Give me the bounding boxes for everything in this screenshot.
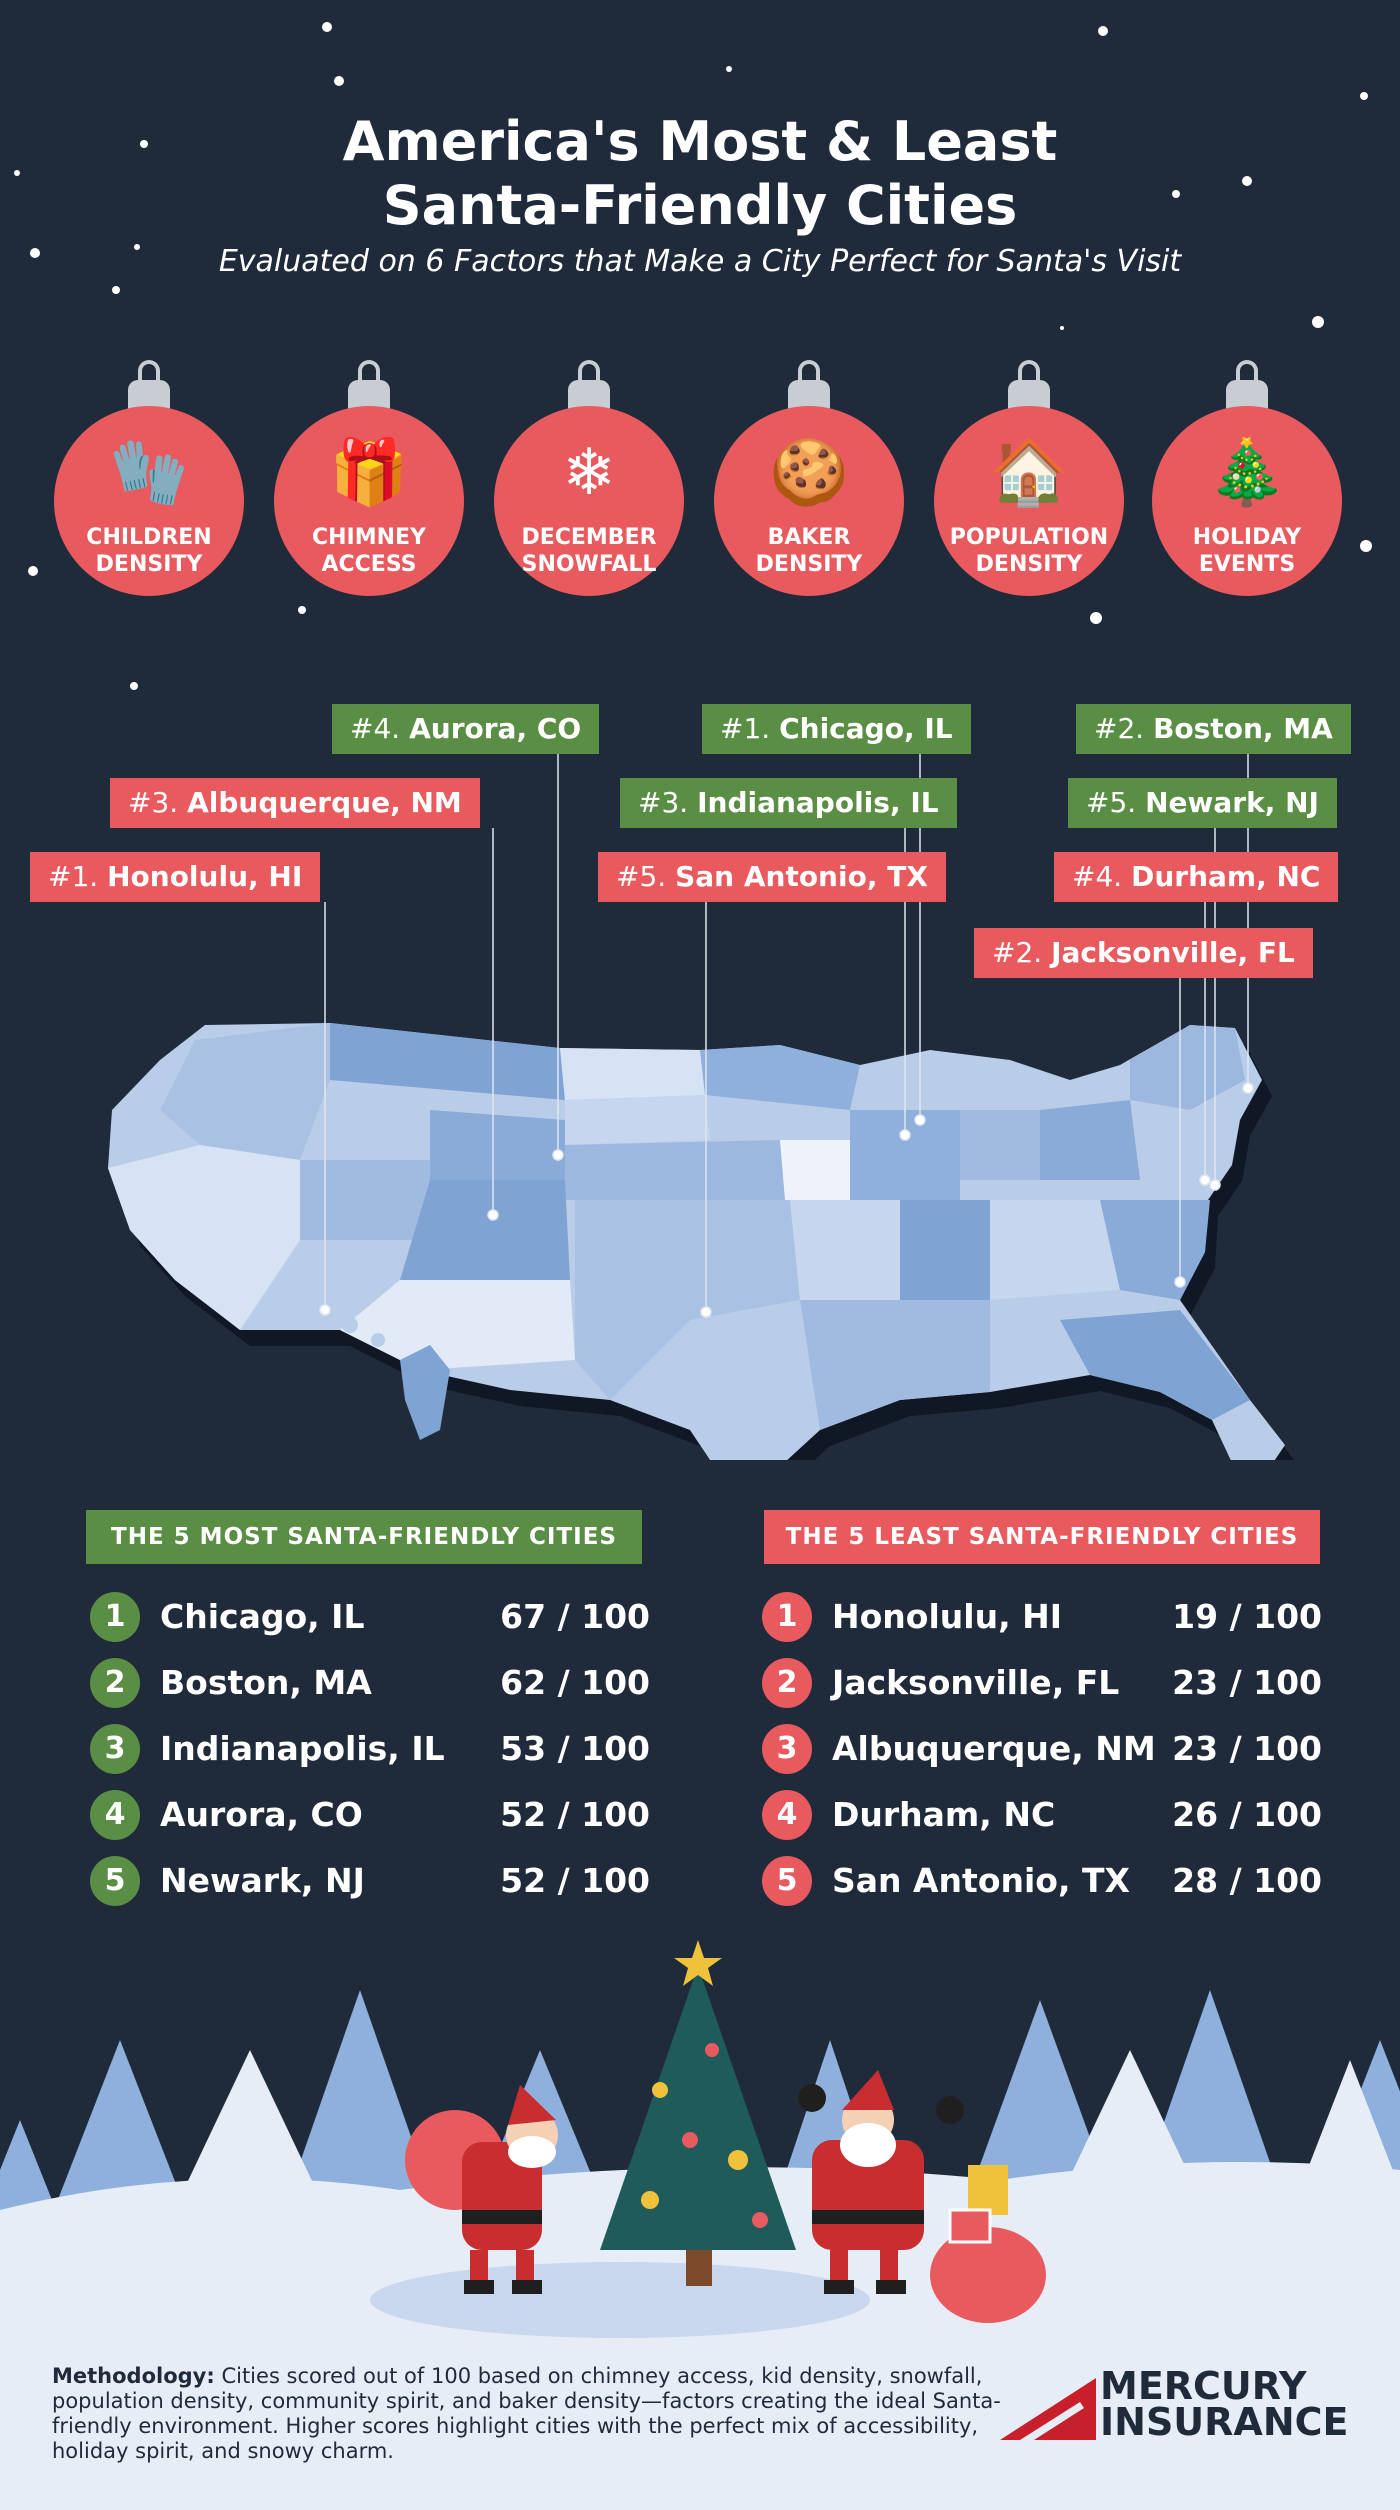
list-item: 4 Aurora, CO 52 / 100	[90, 1786, 650, 1842]
city-name: Newark, NJ	[160, 1861, 365, 1900]
snowflake-icon: ❄	[562, 436, 616, 510]
methodology-label: Methodology:	[52, 2364, 215, 2388]
list-item: 2 Jacksonville, FL 23 / 100	[762, 1654, 1322, 1710]
rank-number: 5	[90, 1856, 140, 1906]
map-tag-newark: #5. Newark, NJ	[1068, 778, 1337, 828]
map-tag-honolulu: #1. Honolulu, HI	[30, 852, 321, 902]
page-title: America's Most & Least Santa-Friendly Ci…	[0, 110, 1400, 238]
city-name: Durham, NC	[832, 1795, 1056, 1834]
map-tag-san-antonio: #5. San Antonio, TX	[598, 852, 946, 902]
us-map	[108, 1023, 1295, 1460]
map-tag-aurora: #4. Aurora, CO	[332, 704, 600, 754]
city-score: 62 / 100	[500, 1663, 650, 1702]
rank-number: 2	[762, 1658, 812, 1708]
city-name: San Antonio, TX	[832, 1861, 1130, 1900]
factor-label: DECEMBER SNOWFALL	[521, 525, 657, 577]
rank-number: 4	[90, 1790, 140, 1840]
list-item: 1 Honolulu, HI 19 / 100	[762, 1588, 1322, 1644]
rank-number: 5	[762, 1856, 812, 1906]
map-tag-indianapolis: #3. Indianapolis, IL	[620, 778, 957, 828]
rank-number: 1	[90, 1592, 140, 1642]
houses-icon: 🏠	[989, 436, 1069, 510]
list-item: 1 Chicago, IL 67 / 100	[90, 1588, 650, 1644]
city-name: Jacksonville, FL	[832, 1663, 1120, 1702]
christmas-tree-icon: 🎄	[1207, 436, 1287, 510]
most-friendly-heading: THE 5 MOST SANTA-FRIENDLY CITIES	[86, 1510, 642, 1564]
list-item: 4 Durham, NC 26 / 100	[762, 1786, 1322, 1842]
factor-december-snowfall: ❄ DECEMBER SNOWFALL	[494, 358, 684, 596]
methodology-note: Methodology: Cities scored out of 100 ba…	[52, 2364, 1012, 2464]
map-tag-albuquerque: #3. Albuquerque, NM	[110, 778, 480, 828]
rank-number: 1	[762, 1592, 812, 1642]
city-name: Honolulu, HI	[832, 1597, 1062, 1636]
factor-holiday-events: 🎄 HOLIDAY EVENTS	[1152, 358, 1342, 596]
factor-label: POPULATION DENSITY	[949, 525, 1109, 577]
city-name: Indianapolis, IL	[160, 1729, 445, 1768]
map-tag-boston: #2. Boston, MA	[1076, 704, 1351, 754]
brand-name: MERCURY INSURANCE	[1100, 2364, 1349, 2444]
mercury-wing-icon	[1000, 2378, 1096, 2440]
factor-baker-density: 🍪 BAKER DENSITY	[714, 358, 904, 596]
gift-icon: 🎁	[329, 436, 409, 510]
city-score: 19 / 100	[1172, 1597, 1322, 1636]
title-line-2: Santa-Friendly Cities	[382, 174, 1018, 237]
city-score: 67 / 100	[500, 1597, 650, 1636]
rank-number: 3	[762, 1724, 812, 1774]
winter-scene-illustration	[0, 1940, 1400, 2510]
list-item: 3 Indianapolis, IL 53 / 100	[90, 1720, 650, 1776]
map-tag-jacksonville: #2. Jacksonville, FL	[974, 928, 1313, 978]
city-name: Aurora, CO	[160, 1795, 363, 1834]
map-leader-lines	[319, 754, 1254, 1318]
least-friendly-heading: THE 5 LEAST SANTA-FRIENDLY CITIES	[764, 1510, 1320, 1564]
rank-number: 3	[90, 1724, 140, 1774]
city-name: Boston, MA	[160, 1663, 372, 1702]
title-line-1: America's Most & Least	[342, 110, 1058, 173]
city-score: 28 / 100	[1172, 1861, 1322, 1900]
gingerbread-icon: 🍪	[769, 436, 849, 510]
methodology-text: Cities scored out of 100 based on chimne…	[52, 2364, 1001, 2463]
factor-label: CHIMNEY ACCESS	[311, 525, 426, 577]
list-item: 3 Albuquerque, NM 23 / 100	[762, 1720, 1322, 1776]
factor-label: BAKER DENSITY	[755, 525, 863, 577]
city-score: 23 / 100	[1172, 1729, 1322, 1768]
list-item: 5 San Antonio, TX 28 / 100	[762, 1852, 1322, 1908]
city-name: Chicago, IL	[160, 1597, 365, 1636]
mercury-insurance-logo: MERCURY INSURANCE	[1000, 2364, 1350, 2448]
city-score: 53 / 100	[500, 1729, 650, 1768]
factor-children-density: 🧤 CHILDREN DENSITY	[54, 358, 244, 596]
list-item: 2 Boston, MA 62 / 100	[90, 1654, 650, 1710]
mittens-icon: 🧤	[109, 436, 189, 510]
factor-label: HOLIDAY EVENTS	[1192, 525, 1302, 577]
rank-number: 4	[762, 1790, 812, 1840]
city-name: Albuquerque, NM	[832, 1729, 1156, 1768]
city-score: 23 / 100	[1172, 1663, 1322, 1702]
list-item: 5 Newark, NJ 52 / 100	[90, 1852, 650, 1908]
factor-population-density: 🏠 POPULATION DENSITY	[934, 358, 1124, 596]
page-subtitle: Evaluated on 6 Factors that Make a City …	[218, 244, 1182, 279]
city-score: 52 / 100	[500, 1861, 650, 1900]
city-score: 26 / 100	[1172, 1795, 1322, 1834]
map-tag-durham: #4. Durham, NC	[1054, 852, 1339, 902]
map-tag-chicago: #1. Chicago, IL	[702, 704, 971, 754]
city-score: 52 / 100	[500, 1795, 650, 1834]
rank-number: 2	[90, 1658, 140, 1708]
factor-chimney-access: 🎁 CHIMNEY ACCESS	[274, 358, 464, 596]
factor-label: CHILDREN DENSITY	[86, 525, 212, 577]
